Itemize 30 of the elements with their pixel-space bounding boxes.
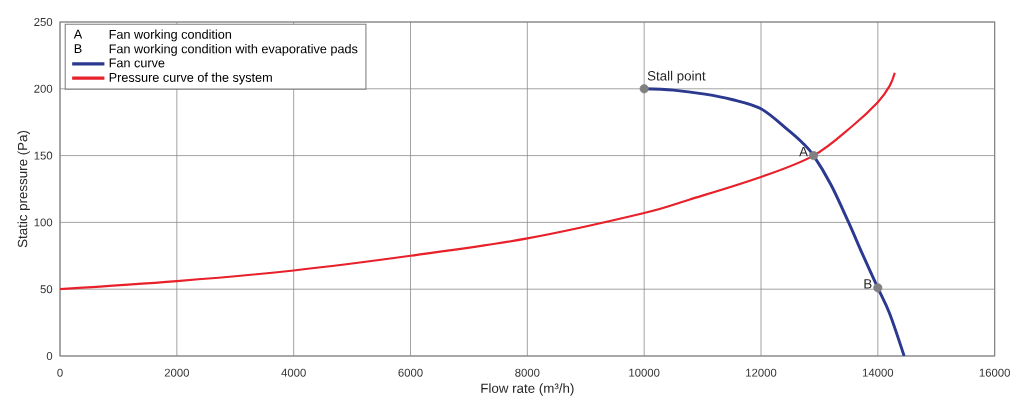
y-tick-label: 200 bbox=[34, 84, 53, 93]
annotation: B bbox=[74, 44, 82, 53]
x-tick-label: 2000 bbox=[164, 368, 189, 377]
x-tick-label: 12000 bbox=[746, 368, 777, 377]
x-tick-label: 4000 bbox=[281, 368, 306, 377]
annotation: B bbox=[864, 279, 872, 289]
y-tick-label: 100 bbox=[34, 218, 53, 227]
x-tick-label: 6000 bbox=[398, 368, 423, 377]
annotation: Fan working condition with evaporative pads bbox=[109, 44, 358, 56]
x-tick-label: 14000 bbox=[862, 368, 894, 377]
x-axis-title: Flow rate (m³/h) bbox=[481, 383, 574, 396]
point bbox=[873, 283, 883, 293]
annotation: Fan working condition bbox=[109, 29, 232, 42]
y-tick-label: 0 bbox=[46, 351, 53, 360]
y-tick-label: 250 bbox=[34, 17, 53, 26]
point bbox=[809, 151, 819, 161]
legend-label: Pressure curve of the system bbox=[109, 72, 272, 85]
annotation: A bbox=[799, 146, 808, 157]
x-tick-label: 0 bbox=[57, 368, 63, 377]
y-tick-label: 50 bbox=[40, 285, 53, 294]
y-axis-title: Static pressure (Pa) bbox=[17, 130, 30, 248]
x-tick-label: 10000 bbox=[629, 368, 660, 377]
point bbox=[639, 84, 649, 94]
y-tick-label: 150 bbox=[34, 151, 53, 160]
x-tick-label: 16000 bbox=[979, 368, 1010, 377]
annotation: A bbox=[73, 29, 83, 39]
x-tick-label: 8000 bbox=[515, 368, 540, 377]
legend-label: Fan curve bbox=[109, 58, 165, 68]
line-series bbox=[60, 71, 896, 291]
annotation: Stall point bbox=[647, 70, 706, 84]
